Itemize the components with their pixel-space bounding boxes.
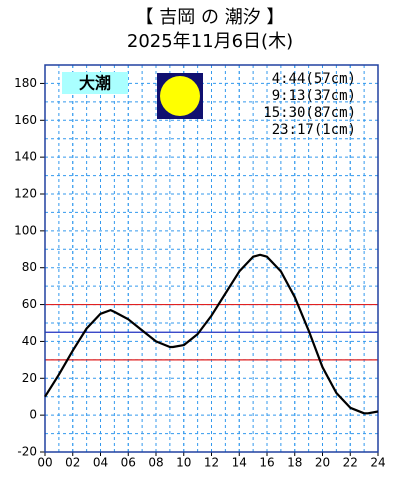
x-tick-label: 06: [121, 456, 136, 470]
y-tick-label: 40: [22, 334, 37, 348]
x-tick-label: 18: [287, 456, 302, 470]
tide-line: [44, 253, 379, 415]
y-tick-label: 0: [29, 408, 37, 422]
y-tick-label: 20: [22, 371, 37, 385]
plot-frame: [44, 64, 379, 453]
y-tick-label: 80: [22, 260, 37, 274]
x-tick-label: 04: [93, 456, 108, 470]
tide-event: 23:17(1cm): [272, 122, 356, 138]
y-tick-label: -20: [17, 445, 37, 459]
tide-event: 15:30(87cm): [263, 105, 356, 121]
tide-type: 大潮: [79, 74, 111, 93]
tide-type-box: [62, 72, 128, 94]
tide-event: 4:44(57cm): [272, 71, 356, 87]
x-tick-label: 14: [232, 456, 247, 470]
y-tick-label: 140: [14, 150, 37, 164]
x-tick-label: 24: [370, 456, 385, 470]
x-tick-label: 10: [176, 456, 191, 470]
tide-event: 9:13(37cm): [272, 88, 356, 104]
x-tick-label: 20: [315, 456, 330, 470]
y-tick-label: 60: [22, 297, 37, 311]
y-tick-label: 100: [14, 223, 37, 237]
x-tick-label: 16: [259, 456, 274, 470]
y-tick-label: 160: [14, 113, 37, 127]
chart-title: 【 吉岡 の 潮汐 】: [136, 7, 285, 28]
y-tick-label: 180: [14, 76, 37, 90]
x-tick-label: 22: [343, 456, 358, 470]
y-tick-label: 120: [14, 187, 37, 201]
x-tick-label: 02: [65, 456, 80, 470]
x-tick-label: 08: [148, 456, 163, 470]
x-tick-label: 00: [37, 456, 52, 470]
moon-icon: [160, 76, 200, 116]
chart-subtitle: 2025年11月6日(木): [127, 31, 293, 52]
x-tick-label: 12: [204, 456, 219, 470]
